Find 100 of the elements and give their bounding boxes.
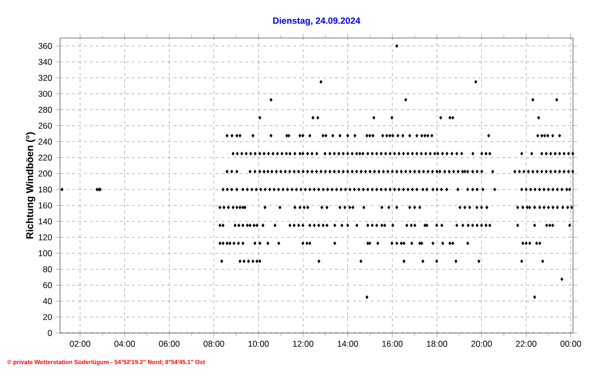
point: [526, 206, 529, 210]
point: [359, 259, 362, 264]
point: [246, 223, 249, 228]
point: [430, 134, 434, 138]
y-tick-label: 260: [38, 122, 52, 129]
point: [301, 241, 304, 246]
point: [551, 223, 554, 228]
x-tick-label: 16:00: [382, 340, 403, 347]
x-tick-label: 18:00: [426, 340, 448, 347]
point: [435, 259, 438, 264]
y-tick-label: 280: [38, 106, 52, 113]
point: [420, 134, 424, 138]
point: [308, 134, 312, 138]
point: [480, 223, 484, 228]
point: [376, 241, 380, 246]
point: [220, 259, 224, 264]
point: [555, 98, 558, 102]
point: [380, 206, 384, 210]
point: [308, 223, 312, 228]
point: [308, 241, 312, 246]
point: [463, 206, 466, 210]
point: [355, 223, 358, 228]
point: [226, 241, 229, 246]
point: [520, 259, 524, 264]
point: [228, 241, 232, 246]
point: [487, 134, 490, 138]
point: [531, 98, 534, 102]
point: [390, 241, 394, 246]
point: [238, 259, 242, 264]
point: [270, 134, 272, 138]
point: [317, 223, 320, 228]
point: [362, 206, 366, 210]
point: [408, 206, 412, 210]
point: [524, 241, 528, 246]
point: [375, 223, 378, 228]
point: [420, 241, 424, 246]
point: [387, 206, 390, 210]
point: [333, 241, 336, 246]
x-tick-label: 20:00: [471, 340, 492, 347]
point: [348, 206, 352, 210]
point: [551, 206, 554, 210]
point: [326, 223, 328, 228]
x-tick-label: 04:00: [114, 340, 135, 347]
point: [400, 241, 403, 246]
y-tick-label: 180: [38, 186, 52, 192]
point: [538, 206, 542, 210]
point: [288, 223, 292, 228]
point: [238, 206, 242, 210]
x-tick-label: 06:00: [159, 340, 180, 347]
point: [222, 206, 226, 210]
point: [396, 134, 400, 138]
y-tick-label: 220: [38, 154, 52, 161]
point: [542, 206, 546, 210]
point: [448, 241, 452, 246]
point: [370, 223, 374, 228]
point: [258, 259, 262, 264]
point: [278, 206, 282, 210]
point: [324, 134, 328, 138]
y-tick-label: 300: [38, 90, 52, 97]
point: [236, 241, 240, 246]
point: [468, 206, 472, 210]
point: [404, 98, 408, 102]
point: [543, 134, 546, 138]
point: [232, 241, 236, 246]
point: [423, 223, 426, 228]
point: [556, 206, 559, 210]
y-tick-label: 100: [38, 250, 52, 256]
point: [237, 223, 240, 228]
point: [533, 223, 536, 228]
point: [570, 206, 574, 210]
point: [226, 206, 230, 210]
point: [346, 134, 350, 138]
point: [222, 241, 225, 246]
x-tick-label: 02:00: [70, 340, 90, 347]
point: [388, 134, 392, 138]
point: [488, 223, 492, 228]
point: [413, 223, 416, 228]
point: [242, 259, 246, 264]
point: [218, 206, 222, 210]
point: [484, 223, 488, 228]
point: [319, 80, 322, 84]
point: [426, 134, 430, 138]
point: [238, 134, 242, 138]
point: [317, 259, 320, 264]
point: [477, 259, 480, 264]
point: [343, 206, 346, 210]
x-tick-label: 10:00: [248, 340, 269, 347]
point: [255, 259, 258, 264]
point: [546, 134, 550, 138]
point: [351, 206, 354, 210]
point: [230, 134, 234, 138]
point: [448, 116, 452, 120]
y-tick-label: 0: [48, 330, 52, 336]
point: [521, 206, 524, 210]
point: [222, 223, 225, 228]
point: [451, 241, 454, 246]
point: [425, 223, 428, 228]
y-tick-label: 340: [38, 58, 52, 65]
point: [301, 134, 304, 138]
point: [418, 206, 422, 210]
